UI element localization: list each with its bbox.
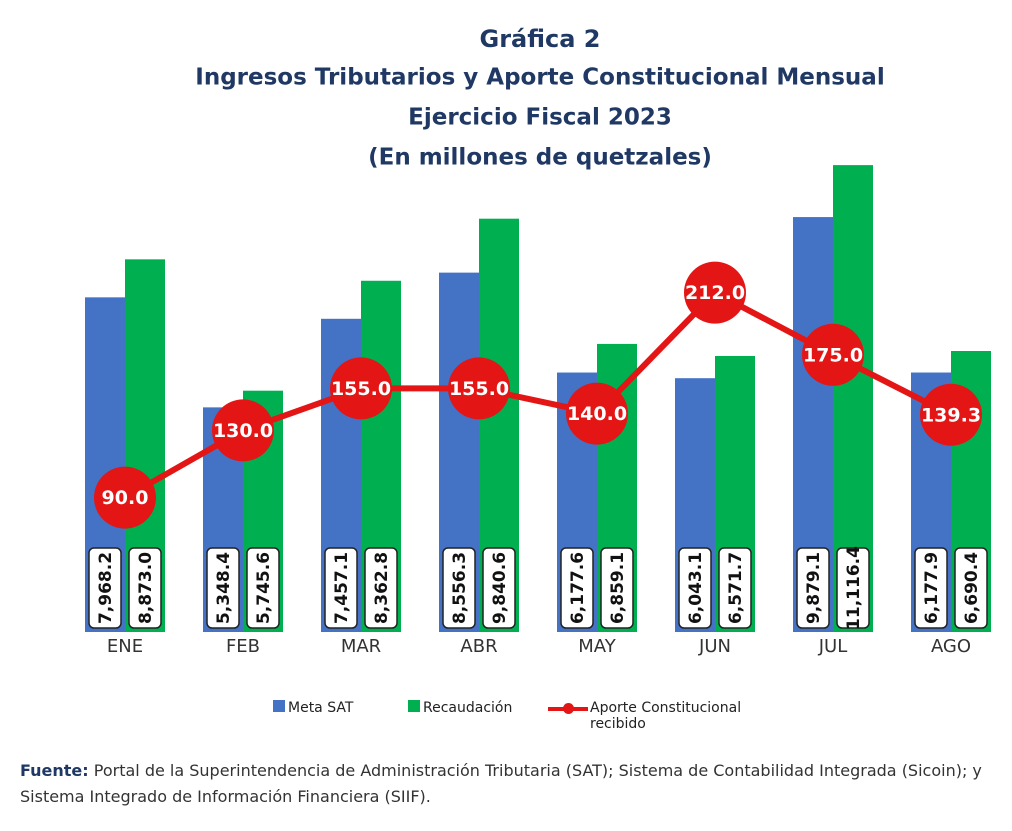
chart-subtitle: (En millones de quetzales) [368, 145, 712, 171]
value-label: 212.0 [685, 282, 745, 304]
value-label: 6,177.6 [568, 552, 588, 624]
legend-item: Aporte Constitucional recibido [548, 700, 788, 732]
x-tick-label: AGO [931, 636, 971, 657]
legend-item: Meta SAT [273, 700, 353, 716]
value-label-box [718, 547, 752, 629]
value-label-box [560, 547, 594, 629]
value-label: 9,840.6 [490, 552, 510, 624]
value-label: 155.0 [331, 378, 391, 400]
value-label-box [836, 547, 870, 629]
source-label: Fuente: [20, 761, 89, 780]
value-label-box [364, 547, 398, 629]
marker [920, 383, 982, 446]
marker [94, 466, 156, 529]
chart-subtitle: Ejercicio Fiscal 2023 [408, 105, 672, 131]
x-tick-label: MAR [341, 636, 381, 657]
marker [802, 323, 864, 386]
value-label-box [954, 547, 988, 629]
x-tick-label: JUL [818, 636, 848, 657]
legend-swatch [563, 703, 574, 714]
value-label: 7,457.1 [332, 552, 352, 624]
value-label-box [128, 547, 162, 629]
source-note: Fuente: Portal de la Superintendencia de… [20, 758, 1005, 810]
legend-label: Meta SAT [288, 700, 354, 716]
value-label: 6,690.4 [962, 552, 982, 624]
value-label: 11,116.4 [844, 546, 864, 630]
marker [684, 261, 746, 324]
value-label-box [246, 547, 280, 629]
value-label: 8,873.0 [136, 552, 156, 624]
x-tick-label: ABR [460, 636, 497, 657]
x-tick-label: JUN [698, 636, 731, 657]
value-label-box [914, 547, 948, 629]
chart-subtitle: Ingresos Tributarios y Aporte Constituci… [195, 65, 884, 91]
source-text: Portal de la Superintendencia de Adminis… [20, 761, 982, 806]
x-tick-label: ENE [107, 636, 143, 657]
value-label-box [442, 547, 476, 629]
value-label-box [600, 547, 634, 629]
marker [566, 382, 628, 445]
value-label: 6,859.1 [608, 552, 628, 624]
legend-item: Recaudación [408, 700, 512, 716]
value-label: 175.0 [803, 344, 863, 366]
chart-title: Gráfica 2 [480, 25, 601, 53]
marker [330, 357, 392, 420]
value-label: 140.0 [567, 403, 627, 425]
marker [448, 357, 510, 420]
value-label: 9,879.1 [804, 552, 824, 624]
value-label: 6,043.1 [686, 552, 706, 624]
value-label: 8,556.3 [450, 552, 470, 624]
value-label-box [206, 547, 240, 629]
value-label: 7,968.2 [96, 552, 116, 624]
value-label-box [482, 547, 516, 629]
value-label-box [324, 547, 358, 629]
value-label: 155.0 [449, 378, 509, 400]
value-label: 8,362.8 [372, 552, 392, 624]
legend-label: Recaudación [423, 700, 513, 716]
value-label: 90.0 [102, 487, 149, 509]
value-label: 139.3 [921, 404, 981, 426]
legend-swatch [408, 700, 420, 712]
value-label-box [88, 547, 122, 629]
legend-swatch [273, 700, 285, 712]
x-tick-label: MAY [578, 636, 616, 657]
value-label: 130.0 [213, 420, 273, 442]
value-label: 6,177.9 [922, 552, 942, 624]
value-label: 6,571.7 [726, 552, 746, 624]
value-label: 5,745.6 [254, 552, 274, 624]
x-tick-label: FEB [226, 636, 260, 657]
value-label-box [796, 547, 830, 629]
marker [212, 399, 274, 462]
value-label: 5,348.4 [214, 552, 234, 624]
legend-label: Aporte Constitucional recibido [590, 700, 742, 732]
value-label-box [678, 547, 712, 629]
